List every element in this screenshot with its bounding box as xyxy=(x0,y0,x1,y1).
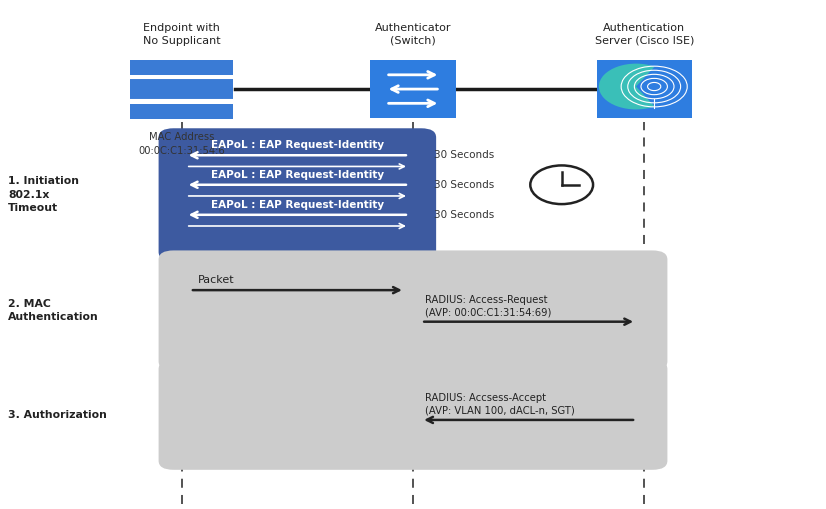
Text: RADIUS: Accsess-Accept
(AVP: VLAN 100, dACL-n, SGT): RADIUS: Accsess-Accept (AVP: VLAN 100, d… xyxy=(425,393,575,416)
FancyBboxPatch shape xyxy=(131,77,233,101)
FancyBboxPatch shape xyxy=(131,104,233,119)
FancyBboxPatch shape xyxy=(370,60,456,119)
Text: 30 Seconds: 30 Seconds xyxy=(434,210,494,220)
FancyBboxPatch shape xyxy=(131,60,233,75)
FancyBboxPatch shape xyxy=(159,128,436,261)
Text: EAPoL : EAP Request-Identity: EAPoL : EAP Request-Identity xyxy=(211,169,384,180)
Text: Packet: Packet xyxy=(198,275,235,285)
Text: EAPoL : EAP Request-Identity: EAPoL : EAP Request-Identity xyxy=(211,140,384,150)
Text: 2. MAC
Authentication: 2. MAC Authentication xyxy=(8,299,99,322)
Text: 30 Seconds: 30 Seconds xyxy=(434,150,494,160)
Text: Authentication
Server (Cisco ISE): Authentication Server (Cisco ISE) xyxy=(595,22,694,46)
Text: RADIUS: Access-Request
(AVP: 00:0C:C1:31:54:69): RADIUS: Access-Request (AVP: 00:0C:C1:31… xyxy=(425,295,552,318)
Text: 30 Seconds: 30 Seconds xyxy=(434,180,494,190)
FancyBboxPatch shape xyxy=(159,360,667,470)
FancyBboxPatch shape xyxy=(159,250,667,371)
FancyBboxPatch shape xyxy=(597,60,692,119)
Text: Authenticator
(Switch): Authenticator (Switch) xyxy=(375,22,451,46)
Text: 3. Authorization: 3. Authorization xyxy=(8,410,107,420)
Wedge shape xyxy=(599,64,655,109)
Text: 1. Initiation
802.1x
Timeout: 1. Initiation 802.1x Timeout xyxy=(8,177,79,213)
Text: MAC Address
00:0C:C1:31:54:6: MAC Address 00:0C:C1:31:54:6 xyxy=(138,132,225,156)
Text: Endpoint with
No Supplicant: Endpoint with No Supplicant xyxy=(143,22,221,46)
Text: EAPoL : EAP Request-Identity: EAPoL : EAP Request-Identity xyxy=(211,200,384,210)
